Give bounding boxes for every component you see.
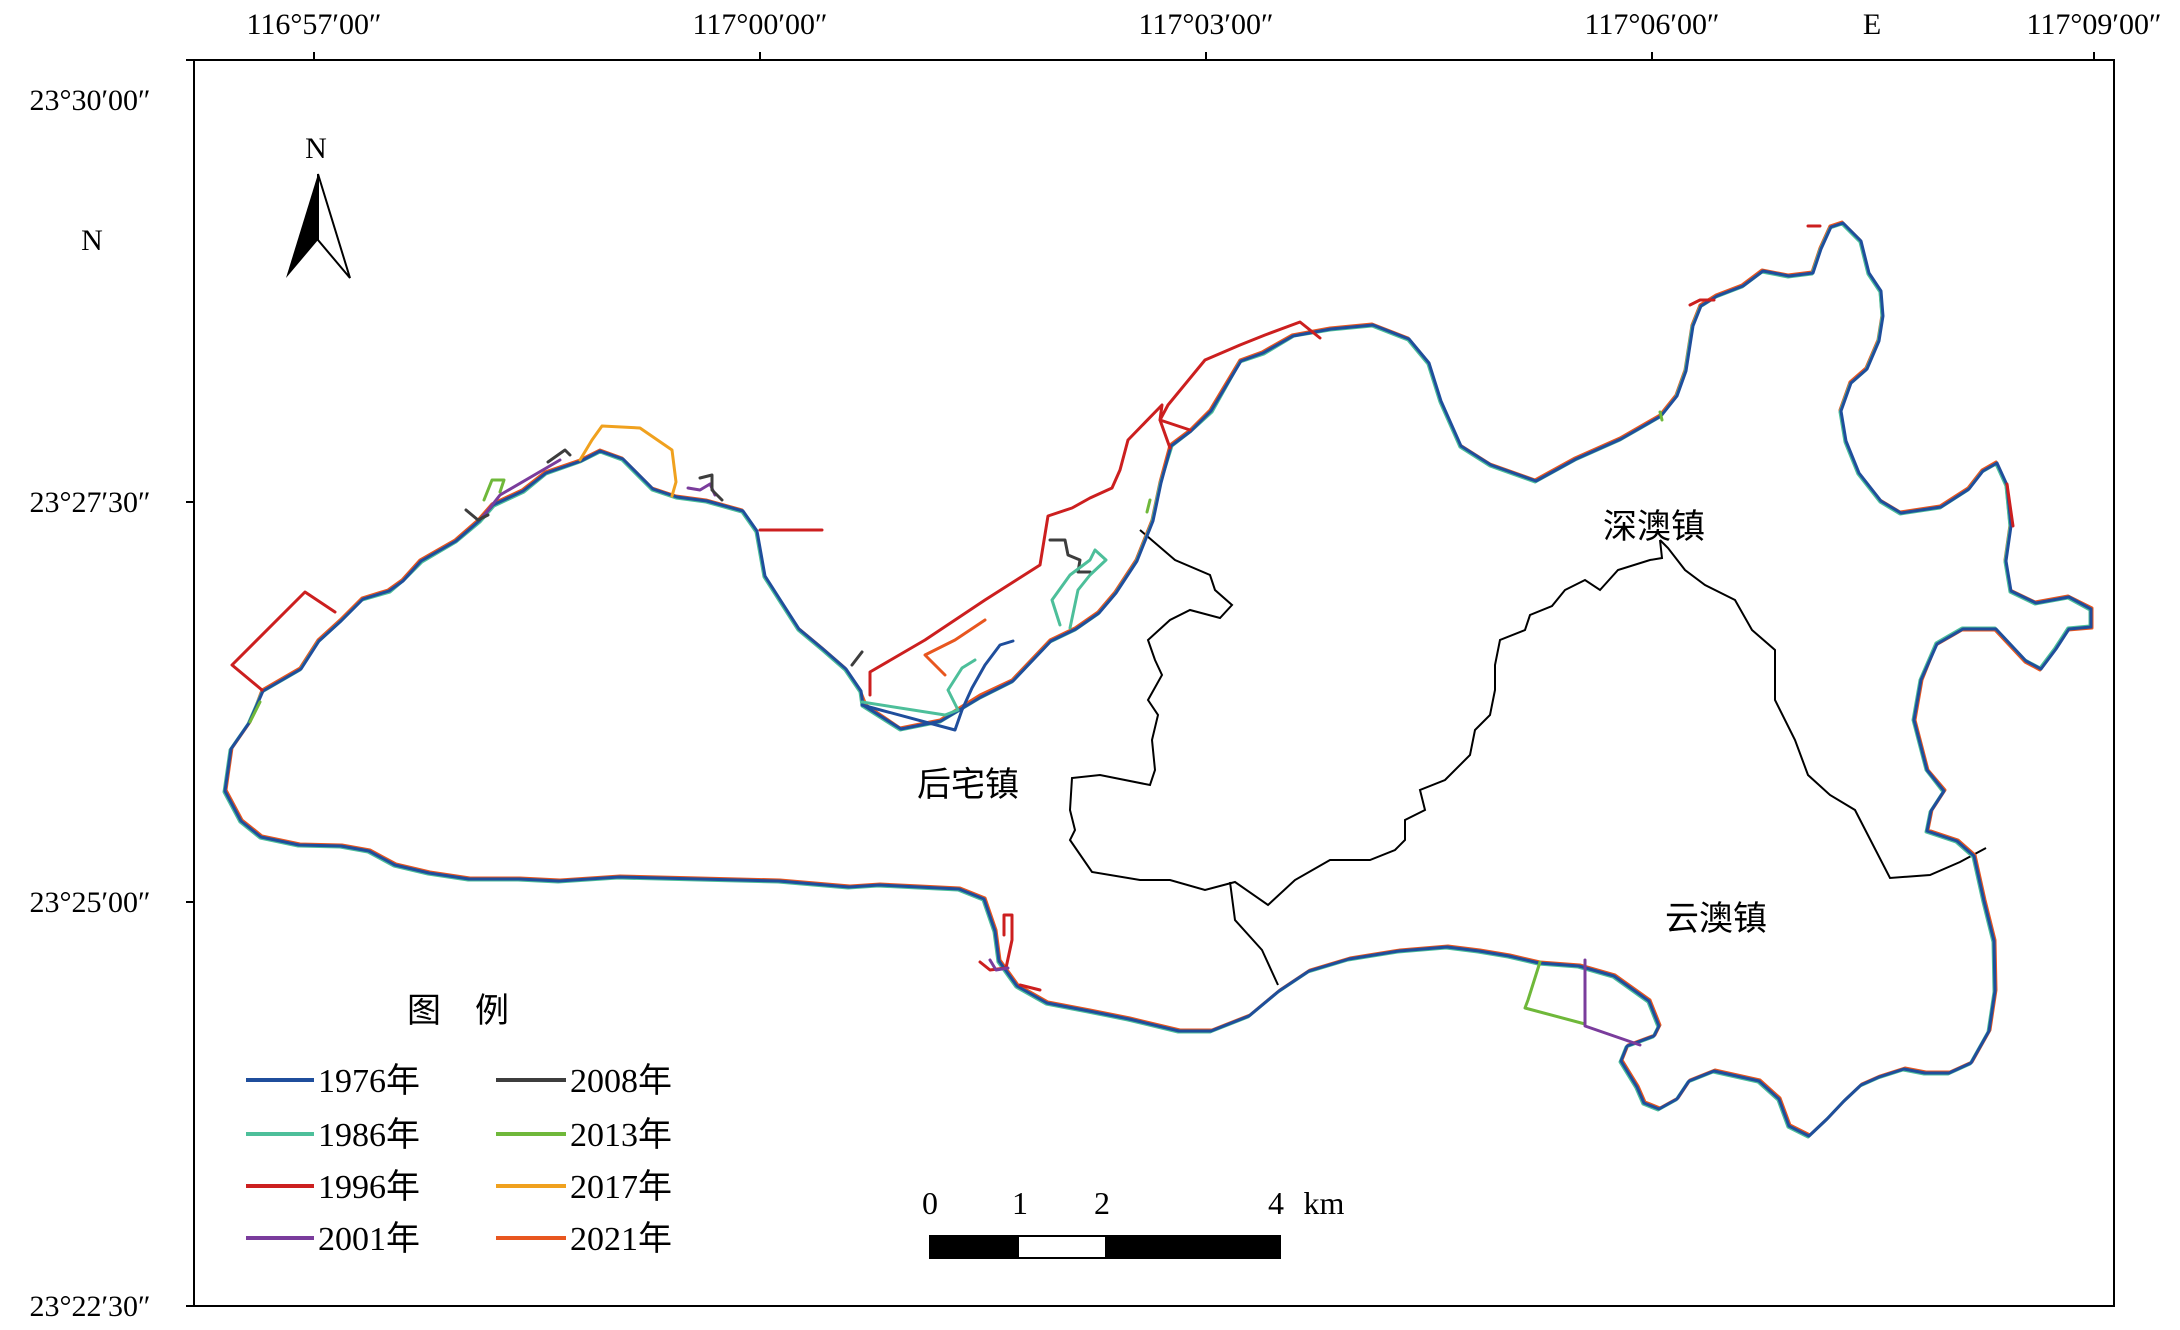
coastline-1996-north [1158, 320, 1322, 432]
coastline-group [222, 220, 2094, 1139]
east-letter: E [1863, 8, 1881, 41]
scale-segment-2-4 [1105, 1235, 1281, 1259]
scale-tick-label: 2 [1094, 1185, 1110, 1221]
coastline-2017-west [578, 424, 678, 498]
coastline-2001-west [480, 458, 717, 520]
town-label-shenao: 深澳镇 [1603, 507, 1705, 547]
scale-tick-label: 0 [922, 1185, 938, 1221]
town-boundaries [1068, 529, 1987, 986]
coastline-2013-west [248, 478, 506, 724]
north-arrow-right-half [317, 173, 351, 279]
legend-label: 2013年 [570, 1116, 672, 1154]
left-tick-label: 23°25′00″ [29, 886, 150, 919]
left-tick-label: 23°22′30″ [29, 1290, 150, 1323]
legend-label: 1986年 [318, 1116, 420, 1154]
coastline-1976-bay-inner [860, 639, 1015, 732]
map-frame [193, 59, 2115, 1307]
legend-label: 1996年 [318, 1168, 420, 1206]
legend-label: 2001年 [318, 1220, 420, 1258]
coastline-1996-central [868, 403, 1172, 697]
legend-label: 2017年 [570, 1168, 672, 1206]
boundary-houzhai-yunao [1068, 529, 1664, 907]
boundary-houzhai-south [1229, 881, 1279, 986]
coastline-2008-west [464, 448, 572, 522]
left-ticks: 23°30′00″ 23°27′30″ 23°25′00″ 23°22′30″ … [29, 59, 194, 1323]
top-tick-label: 117°00′00″ [693, 8, 828, 41]
north-arrow-left-half [286, 174, 318, 278]
scale-unit-label: km [1304, 1185, 1345, 1221]
scale-bar: 0 1 2 4 km [922, 1185, 1345, 1259]
scale-segment-0-1 [929, 1235, 1019, 1259]
north-letter: N [81, 224, 103, 257]
legend-label: 2008年 [570, 1062, 672, 1100]
top-ticks: 116°57′00″ 117°00′00″ 117°03′00″ 117°06′… [247, 8, 2162, 60]
town-label-yunao: 云澳镇 [1665, 899, 1767, 939]
coastline-1996-northwest [230, 590, 337, 692]
coastline-2021-bay [923, 618, 987, 677]
coastline-2013-southern-embankment [1523, 960, 1587, 1026]
left-tick-label: 23°30′00″ [29, 84, 150, 117]
left-tick-label: 23°27′30″ [29, 486, 150, 519]
top-tick-label: 117°06′00″ [1585, 8, 1720, 41]
top-tick-label: 116°57′00″ [247, 8, 382, 41]
scale-tick-label: 1 [1012, 1185, 1028, 1221]
coastline-2008-central [850, 538, 1092, 667]
scale-segment-1-2 [1017, 1235, 1107, 1259]
coastline-2013-central [1145, 410, 1664, 514]
town-label-houzhai: 后宅镇 [917, 765, 1019, 805]
coastline-2008-bay [698, 473, 724, 502]
legend-title: 图 例 [407, 991, 509, 1031]
north-arrow-icon: N [286, 132, 351, 279]
coastline-1996-south-notch [978, 913, 1042, 992]
north-arrow-label: N [305, 132, 327, 165]
legend: 图 例 1976年 1986年 1996年 2001年 2008年 2013年 … [246, 991, 672, 1258]
scale-tick-label: 4 [1268, 1185, 1284, 1221]
top-tick-label: 117°09′00″ [2027, 8, 2162, 41]
coastline-1996-northeast [1688, 224, 2015, 528]
coastline-2001-notch [988, 958, 1010, 972]
top-tick-label: 117°03′00″ [1139, 8, 1274, 41]
legend-label: 1976年 [318, 1062, 420, 1100]
coastline-1986-bay [860, 548, 1108, 717]
coastline-2001-south [1583, 958, 1642, 1047]
legend-label: 2021年 [570, 1220, 672, 1258]
boundary-shenao-yunao [1659, 539, 1987, 880]
